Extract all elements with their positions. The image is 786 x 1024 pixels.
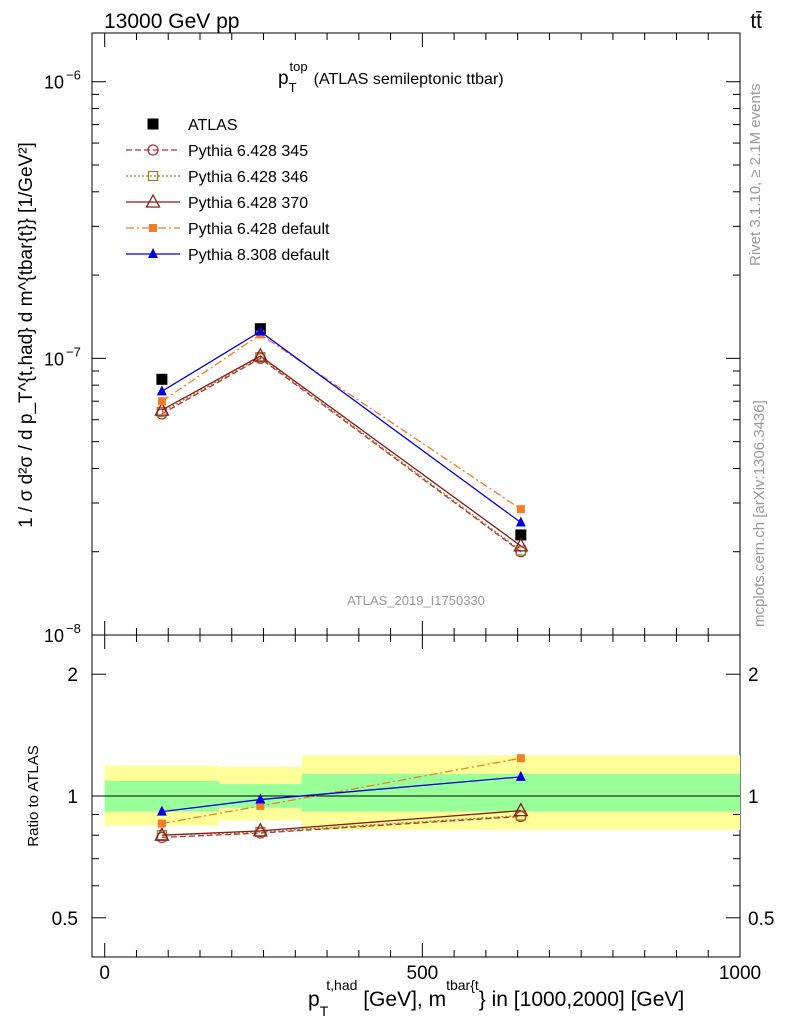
rivet-version-label: Rivet 3.1.10, ≥ 2.1M events — [747, 84, 764, 267]
legend-label-3: Pythia 6.428 370 — [188, 195, 308, 212]
legend-marker-0 — [147, 118, 159, 130]
ratio-series-point-3-2 — [516, 754, 525, 763]
main-ytick-exp-0: −8 — [66, 621, 81, 636]
ratio-series-layer — [154, 754, 529, 844]
ratio-series-line-2 — [161, 810, 521, 836]
legend-marker-4 — [149, 224, 157, 232]
main-series-point-0-0 — [156, 373, 168, 385]
main-series-line-5 — [161, 330, 522, 524]
ratio-axis-ticks: 0.5 0.5 1 1 2 2 0 500 1000 — [52, 635, 774, 984]
ratio-y-axis-label: Ratio to ATLAS — [25, 745, 42, 846]
legend-marker-2 — [147, 170, 159, 182]
mcplots-citation-label: mcplots.cern.ch [arXiv:1306.3436] — [751, 400, 768, 627]
ratio-series-line-0 — [161, 815, 521, 839]
title-rest: (ATLAS semileptonic ttbar) — [314, 71, 504, 88]
title-sub: T — [289, 80, 297, 95]
ratio-ytick-label-right-0: 0.5 — [748, 909, 774, 930]
main-ytick-exp-2: −6 — [66, 68, 81, 83]
xlabel-sub: T — [320, 1003, 329, 1019]
legend-marker-5 — [148, 248, 158, 258]
main-ytick-exp-1: −7 — [66, 344, 81, 359]
main-series-line-1 — [161, 357, 522, 553]
x-axis-label: pTt,had [GeV], mtbar{t} in [1000,2000] [… — [308, 977, 684, 1019]
legend-label-1: Pythia 6.428 345 — [188, 143, 308, 160]
header-left: 13000 GeV pp — [104, 10, 239, 33]
main-series-line-2 — [161, 356, 522, 552]
xlabel-p: p — [308, 988, 320, 1011]
ratio-series-point-4-2 — [515, 770, 526, 781]
main-ytick-label-2: 10 — [44, 73, 64, 93]
xlabel-sup: t,had — [326, 977, 357, 993]
header-right: tt̄ — [750, 10, 762, 33]
chart-title: pTtop (ATLAS semileptonic ttbar) — [278, 59, 504, 95]
legend-marker-1 — [147, 144, 159, 156]
ratio-series-point-3-1 — [256, 801, 265, 810]
ratio-ytick-label-right-1: 1 — [748, 787, 759, 808]
main-ytick-label-1: 10 — [44, 349, 64, 369]
main-series-point-5-1 — [255, 325, 266, 336]
main-series-point-3-2 — [513, 537, 529, 552]
main-series-layer — [154, 323, 529, 558]
ratio-series-point-4-0 — [156, 805, 167, 816]
main-ytick-label-0: 10 — [44, 626, 64, 646]
x-tick-label-1: 500 — [407, 963, 439, 984]
legend-marker-3 — [145, 193, 161, 208]
main-series-point-4-2 — [516, 505, 525, 514]
main-series-point-0-2 — [515, 529, 527, 541]
main-series-point-4-0 — [157, 397, 166, 406]
ratio-series-point-3-0 — [157, 819, 166, 828]
ratio-series-point-2-2 — [513, 802, 529, 817]
main-axis-ticks: 10−810−710−6 — [44, 33, 741, 646]
ratio-series-point-2-1 — [252, 822, 268, 837]
main-series-point-5-0 — [156, 385, 167, 396]
ratio-series-point-2-0 — [154, 826, 170, 841]
main-series-point-5-2 — [515, 516, 526, 527]
x-tick-label-0: 0 — [99, 963, 110, 984]
main-series-line-3 — [161, 355, 522, 547]
analysis-watermark: ATLAS_2019_I1750330 — [347, 593, 485, 608]
ratio-ytick-label-left-0: 0.5 — [52, 909, 78, 930]
ratio-ytick-label-right-2: 2 — [748, 665, 759, 686]
legend: ATLAS Pythia 6.428 345 Pythia 6.428 346 Pyt… — [126, 117, 330, 264]
legend-label-4: Pythia 6.428 default — [188, 221, 330, 238]
ratio-series-point-4-1 — [255, 793, 266, 804]
legend-label-0: ATLAS — [188, 117, 238, 134]
legend-label-5: Pythia 8.308 default — [188, 247, 330, 264]
xlabel-mid: [GeV], m — [357, 988, 446, 1011]
main-series-point-3-1 — [252, 347, 268, 362]
ratio-ytick-label-left-1: 1 — [67, 787, 78, 808]
main-series-point-3-0 — [154, 401, 170, 416]
xlabel-sup2: tbar{t — [446, 977, 479, 993]
x-tick-label-2: 1000 — [719, 963, 761, 984]
xlabel-rest: } in [1000,2000] [GeV] — [479, 988, 685, 1011]
title-sup: top — [290, 59, 308, 74]
title-p: p — [278, 68, 289, 89]
ratio-ytick-label-left-2: 2 — [67, 665, 78, 686]
main-y-axis-label: 1 / σ d²σ / d p_T^{t,had} d m^{tbar{t}} … — [16, 142, 37, 528]
legend-label-2: Pythia 6.428 346 — [188, 169, 308, 186]
